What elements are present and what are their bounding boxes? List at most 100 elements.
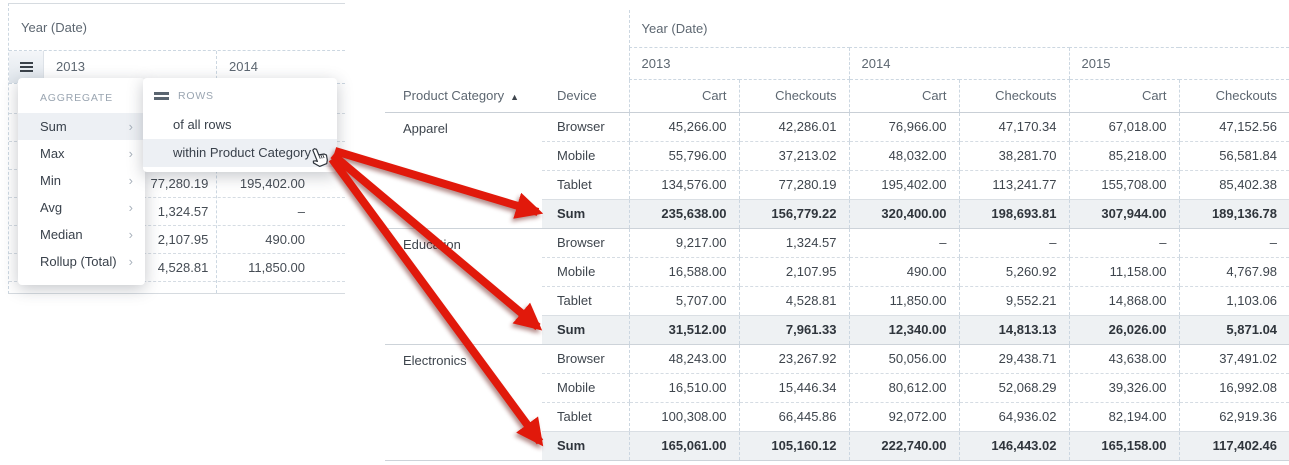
table-row: Apparel Browser 45,266.00 42,286.01 76,966.0… (385, 112, 1289, 229)
value-cell: 490.00 (848, 257, 959, 287)
sum-label-cell: Sum (542, 314, 629, 345)
device-cell: Browser (542, 112, 629, 142)
value-cell: – (1178, 228, 1289, 258)
sum-row: Sum 31,512.00 7,961.33 12,340.00 14,813.13 26… (385, 314, 1289, 345)
chevron-right-icon: › (128, 173, 133, 188)
table-row: Mobile 55,796.00 37,213.02 48,032.00 38,281.… (385, 141, 1289, 171)
cell-value: 77,280.19 (150, 176, 209, 191)
value-cell: 16,510.00 (628, 373, 739, 403)
value-cell: 39,326.00 (1068, 373, 1179, 403)
value-cell: 92,072.00 (848, 402, 959, 431)
year-2014: 2014 (848, 47, 1069, 80)
column-header-row: Product Category ▲ Device Cart Checkouts … (385, 79, 1289, 113)
left-col-2014: 2014 (229, 59, 258, 74)
value-cell: 82,194.00 (1068, 402, 1179, 431)
chevron-right-icon: › (128, 254, 133, 269)
value-cell: 77,280.19 (738, 170, 849, 199)
device-cell: Mobile (542, 141, 629, 171)
value-cell: 38,281.70 (958, 141, 1069, 171)
submenu-item-of-all-rows[interactable]: of all rows (173, 117, 232, 132)
value-cell: 50,056.00 (848, 344, 959, 374)
rows-submenu-title: ROWS (178, 90, 214, 102)
value-cell: 16,992.08 (1178, 373, 1289, 403)
device-cell: Mobile (542, 373, 629, 403)
value-cell: 29,438.71 (958, 344, 1069, 374)
value-cell: 76,966.00 (848, 112, 959, 142)
table-row: Tablet 134,576.00 77,280.19 195,402.00 113,2… (385, 170, 1289, 199)
value-cell: 4,767.98 (1178, 257, 1289, 287)
left-year-group-header: Year (Date) (9, 4, 345, 51)
value-cell: 156,779.22 (738, 198, 849, 229)
device-cell: Browser (542, 228, 629, 258)
year-2015: 2015 (1068, 47, 1289, 80)
checkouts-header-2014: Checkouts (958, 79, 1069, 113)
value-cell: 5,871.04 (1178, 314, 1289, 345)
value-cell: 165,061.00 (628, 430, 739, 461)
value-cell: 52,068.29 (958, 373, 1069, 403)
value-cell: 1,103.06 (1178, 286, 1289, 315)
rows-submenu-header: ROWS (143, 88, 337, 111)
cell-value: 195,402.00 (239, 176, 305, 191)
value-cell: 222,740.00 (848, 430, 959, 461)
menu-item-avg[interactable]: Avg › (18, 194, 145, 221)
sum-label-cell: Sum (542, 198, 629, 229)
category-cell: Education (385, 228, 542, 345)
cart-header-2015: Cart (1068, 79, 1179, 113)
category-cell: Apparel (385, 112, 542, 229)
value-cell: 198,693.81 (958, 198, 1069, 229)
left-table-row: 2,107.95 490.00 (9, 226, 345, 254)
aggregate-menu: AGGREGATE Sum › Max › Min › Avg › Median › Rollup … (18, 78, 145, 285)
value-cell: 105,160.12 (738, 430, 849, 461)
value-cell: 31,512.00 (628, 314, 739, 345)
value-cell: 45,266.00 (628, 112, 739, 142)
left-table-row: 4,528.81 11,850.00 (9, 254, 345, 282)
menu-item-median[interactable]: Median › (18, 221, 145, 248)
value-cell: 37,491.02 (1178, 344, 1289, 374)
value-cell: 14,813.13 (958, 314, 1069, 345)
column-divider (216, 51, 217, 293)
left-year-label: Year (Date) (21, 19, 87, 35)
cell-value: 11,850.00 (248, 260, 305, 275)
product-category-header[interactable]: Product Category ▲ (385, 79, 542, 113)
menu-icon (19, 62, 33, 64)
submenu-item-within-product-category[interactable]: within Product Category (143, 139, 337, 167)
menu-item-rollup-total[interactable]: Rollup (Total) › (18, 248, 145, 275)
cell-value: 490.00 (265, 232, 305, 247)
rows-submenu-items: of all rows within Product Category (143, 111, 337, 167)
rows-submenu: ROWS of all rows within Product Category (143, 78, 337, 172)
column-menu-button[interactable] (9, 51, 44, 83)
value-cell: 42,286.01 (738, 112, 849, 142)
value-cell: 100,308.00 (628, 402, 739, 431)
value-cell: 7,961.33 (738, 314, 849, 345)
menu-item-max[interactable]: Max › (18, 140, 145, 167)
value-cell: 235,638.00 (628, 198, 739, 229)
table-row: Mobile 16,510.00 15,446.34 80,612.00 52,068.… (385, 373, 1289, 403)
device-header: Device (542, 79, 629, 113)
device-cell: Mobile (542, 257, 629, 287)
value-cell: 4,528.81 (738, 286, 849, 315)
year-group-row: Year (Date) (385, 10, 1289, 48)
value-cell: 165,158.00 (1068, 430, 1179, 461)
value-cell: 43,638.00 (1068, 344, 1179, 374)
value-cell: 189,136.78 (1178, 198, 1289, 229)
chevron-right-icon: › (128, 119, 133, 134)
device-cell: Tablet (557, 293, 592, 308)
value-cell: 146,443.02 (958, 430, 1069, 461)
menu-item-min[interactable]: Min › (18, 167, 145, 194)
rows-icon (154, 92, 169, 100)
category-cell: Electronics (385, 344, 542, 461)
value-cell: 47,152.56 (1178, 112, 1289, 142)
chevron-right-icon: › (128, 146, 133, 161)
value-cell: 307,944.00 (1068, 198, 1179, 229)
value-cell: 16,588.00 (628, 257, 739, 287)
menu-item-sum[interactable]: Sum › (18, 113, 145, 140)
table-row: Mobile 16,588.00 2,107.95 490.00 5,260.92 11,… (385, 257, 1289, 287)
year-group-label: Year (Date) (628, 10, 1289, 48)
table-body: Apparel Browser 45,266.00 42,286.01 76,966.0… (385, 112, 1289, 461)
value-cell: 85,402.38 (1178, 170, 1289, 199)
value-cell: 37,213.02 (738, 141, 849, 171)
sum-label-cell: Sum (542, 430, 629, 461)
menu-item-label: Max (40, 146, 65, 161)
cell-value: 4,528.81 (157, 260, 209, 275)
value-cell: – (848, 228, 959, 258)
